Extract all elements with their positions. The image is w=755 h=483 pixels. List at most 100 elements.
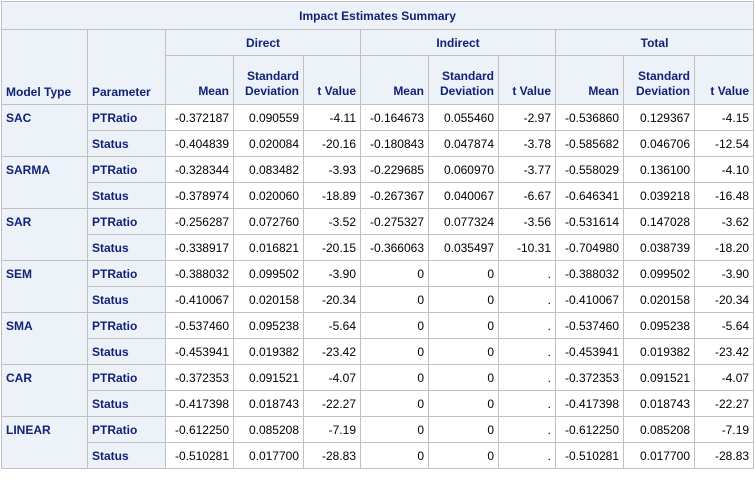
parameter: Status (87, 338, 166, 365)
cell-value: 0 (360, 416, 429, 443)
cell-value: -0.328344 (165, 156, 234, 183)
cell-value: -3.90 (303, 260, 361, 287)
cell-value: 0 (428, 416, 499, 443)
cell-value: 0.083482 (233, 156, 304, 183)
cell-value: -2.97 (498, 104, 556, 131)
cell-value: -3.52 (303, 208, 361, 235)
cell-value: . (498, 364, 556, 391)
cell-value: -0.372353 (555, 364, 624, 391)
cell-value: 0.035497 (428, 234, 499, 261)
cell-value: -23.42 (693, 338, 755, 365)
cell-value: -0.510281 (555, 442, 624, 469)
table-body: SAC PTRatio -0.372187 0.090559 -4.11 -0.16467… (1, 104, 755, 469)
cell-value: -6.67 (498, 182, 556, 209)
parameter: PTRatio (87, 260, 166, 287)
model-type: SAC (1, 104, 88, 157)
cell-value: -3.77 (498, 156, 556, 183)
cell-value: 0 (360, 338, 429, 365)
cell-value: -3.93 (303, 156, 361, 183)
cell-value: -0.378974 (165, 182, 234, 209)
cell-value: -0.410067 (555, 286, 624, 313)
cell-value: 0.019382 (233, 338, 304, 365)
cell-value: 0.016821 (233, 234, 304, 261)
cell-value: -12.54 (693, 130, 755, 157)
cell-value: -0.366063 (360, 234, 429, 261)
cell-value: . (498, 390, 556, 417)
cell-value: 0.060970 (428, 156, 499, 183)
cell-value: -18.89 (303, 182, 361, 209)
cell-value: 0.091521 (623, 364, 695, 391)
cell-value: -0.536860 (555, 104, 624, 131)
cell-value: -0.410067 (165, 286, 234, 313)
cell-value: 0.020060 (233, 182, 304, 209)
cell-value: 0.020158 (233, 286, 304, 313)
cell-value: -20.34 (693, 286, 755, 313)
cell-value: -22.27 (693, 390, 755, 417)
cell-value: 0 (428, 390, 499, 417)
cell-value: 0 (428, 442, 499, 469)
model-type: LINEAR (1, 416, 88, 469)
cell-value: 0 (360, 442, 429, 469)
cell-value: -4.10 (693, 156, 755, 183)
parameter: Status (87, 130, 166, 157)
cell-value: -18.20 (693, 234, 755, 261)
data-row: SAC PTRatio -0.372187 0.090559 -4.11 -0.16467… (1, 104, 755, 157)
cell-value: -0.417398 (165, 390, 234, 417)
model-type: SEM (1, 260, 88, 313)
data-row: SMA PTRatio -0.537460 0.095238 -5.64 0 0. -0.53… (1, 312, 755, 365)
cell-value: -0.537460 (165, 312, 234, 339)
cell-value: . (498, 442, 556, 469)
parameter: Status (87, 390, 166, 417)
row-header: Model Type (1, 29, 88, 105)
cell-value: -0.388032 (555, 260, 624, 287)
parameter: PTRatio (87, 312, 166, 339)
cell-value: -5.64 (303, 312, 361, 339)
data-row: Status -0.410067 0.020158 -20.34 0 0. -0.41006… (2, 286, 755, 313)
cell-value: 0.091521 (233, 364, 304, 391)
cell-value: -22.27 (303, 390, 361, 417)
cell-value: -0.510281 (165, 442, 234, 469)
cell-value: 0 (360, 390, 429, 417)
column-header: t Value (498, 55, 556, 105)
cell-value: -20.16 (303, 130, 361, 157)
data-row: Status -0.338917 0.016821 -20.15 -0.366063 0.… (2, 234, 755, 261)
cell-value: -0.453941 (555, 338, 624, 365)
data-row: CAR PTRatio -0.372353 0.091521 -4.07 0 0. -0.37… (1, 364, 755, 417)
data-row: SEM PTRatio -0.388032 0.099502 -3.90 0 0. -0.38… (1, 260, 755, 313)
parameter: PTRatio (87, 208, 166, 235)
parameter: Status (87, 442, 166, 469)
parameter: PTRatio (87, 364, 166, 391)
model-type: SMA (1, 312, 88, 365)
cell-value: -0.537460 (555, 312, 624, 339)
cell-value: -23.42 (303, 338, 361, 365)
cell-value: -0.704980 (555, 234, 624, 261)
cell-value: 0.055460 (428, 104, 499, 131)
cell-value: -28.83 (693, 442, 755, 469)
cell-value: -4.15 (693, 104, 755, 131)
cell-value: -0.417398 (555, 390, 624, 417)
cell-value: -0.558029 (555, 156, 624, 183)
cell-value: -0.453941 (165, 338, 234, 365)
cell-value: . (498, 286, 556, 313)
cell-value: -0.229685 (360, 156, 429, 183)
data-row: Status -0.378974 0.020060 -18.89 -0.267367 0.… (2, 182, 755, 209)
cell-value: -0.612250 (555, 416, 624, 443)
cell-value: 0.099502 (233, 260, 304, 287)
cell-value: 0.085208 (623, 416, 695, 443)
cell-value: -0.585682 (555, 130, 624, 157)
cell-value: -0.404839 (165, 130, 234, 157)
cell-value: -16.48 (693, 182, 755, 209)
cell-value: . (498, 312, 556, 339)
cell-value: -7.19 (303, 416, 361, 443)
parameter: PTRatio (87, 104, 166, 131)
group-header: Total (554, 29, 755, 56)
cell-value: 0 (360, 312, 429, 339)
cell-value: 0 (360, 260, 429, 287)
cell-value: -0.164673 (360, 104, 429, 131)
model-type: CAR (1, 364, 88, 417)
cell-value: 0.040067 (428, 182, 499, 209)
cell-value: -7.19 (693, 416, 755, 443)
data-row: SARMA PTRatio -0.328344 0.083482 -3.93 -0.229… (1, 156, 755, 209)
cell-value: 0.046706 (623, 130, 695, 157)
cell-value: -0.180843 (360, 130, 429, 157)
